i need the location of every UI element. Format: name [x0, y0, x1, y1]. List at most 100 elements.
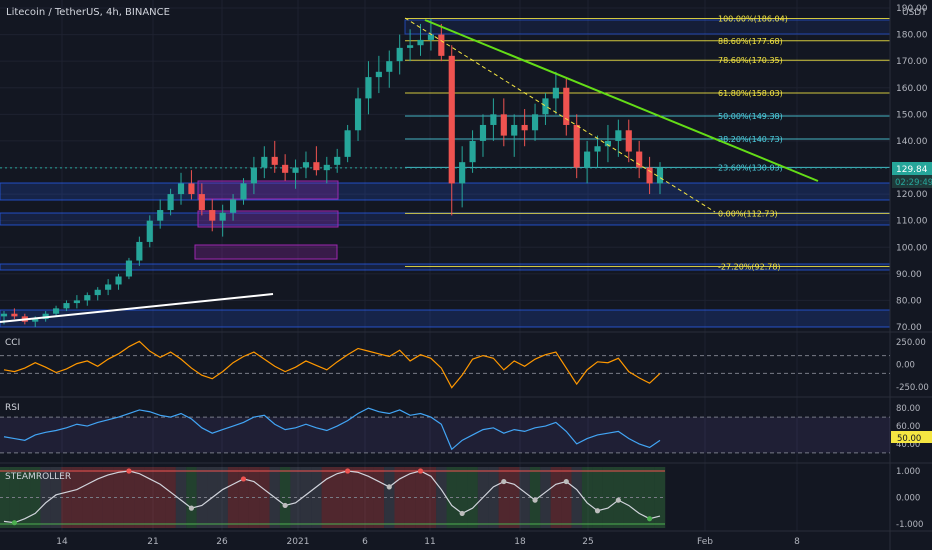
current-price: 129.84	[896, 165, 928, 175]
candle-body	[261, 156, 268, 168]
candle-body	[146, 220, 153, 242]
time-tick-label: 18	[514, 537, 526, 547]
rsi-title: RSI	[5, 403, 20, 413]
steam-tick-label: -1.000	[896, 520, 923, 530]
candle-body	[386, 61, 393, 72]
candle-body	[417, 39, 424, 46]
regime-bar	[0, 467, 10, 528]
time-tick-label: 26	[216, 537, 228, 547]
candle-body	[302, 162, 310, 168]
candle-body	[448, 55, 455, 184]
candle-body	[604, 140, 612, 147]
time-tick-label: 2021	[287, 537, 310, 547]
candle-body	[656, 167, 664, 184]
regime-bar	[144, 467, 155, 528]
time-tick-label: Feb	[697, 537, 713, 547]
fib-trend-diagonal[interactable]	[404, 17, 716, 213]
fib-level-label: 61.80%(158.03)	[718, 89, 783, 98]
osc-tick-label: 250.00	[896, 338, 926, 348]
candle-body	[646, 167, 653, 184]
regime-bar	[113, 467, 124, 528]
trend-lines[interactable]	[0, 17, 819, 323]
candle-body	[292, 167, 299, 173]
steam-pivot-dot	[240, 476, 247, 482]
steam-pivot-dot	[646, 516, 653, 522]
price-tick-label: 160.00	[896, 84, 928, 94]
zone-mid	[0, 182, 891, 201]
regime-bar	[550, 467, 562, 528]
regime-bar	[540, 467, 551, 528]
order-block-1	[197, 180, 339, 200]
regime-bar	[227, 467, 239, 528]
regime-bar	[279, 467, 291, 528]
uptrend-line[interactable]	[0, 293, 274, 323]
candle-body	[136, 241, 143, 261]
regime-bar	[40, 467, 51, 528]
steam-line	[3, 470, 661, 524]
order-block-3	[194, 244, 338, 260]
cci-pane[interactable]: 250.00 0.00 -250.00	[0, 338, 929, 393]
regime-bar	[425, 467, 437, 528]
steam-pivot-dot	[501, 478, 507, 485]
fib-level-label: 78.60%(170.35)	[718, 56, 783, 65]
price-tick-label: 150.00	[896, 110, 928, 120]
current-price-tag	[892, 162, 932, 175]
regime-bar	[581, 467, 593, 528]
countdown-tag	[892, 175, 932, 188]
steam-pivot-dot	[615, 497, 621, 503]
price-tick-label: 120.00	[896, 190, 928, 200]
time-axis[interactable]: 14 21 26 2021 6 11 18 25 Feb 8	[56, 537, 800, 547]
candle-body	[177, 183, 185, 195]
osc-line	[3, 407, 661, 451]
candle-body	[573, 124, 580, 168]
candle-body	[188, 183, 195, 195]
steam-pivot-dot	[417, 468, 424, 474]
candle-body	[490, 114, 497, 125]
price-tick-label: 170.00	[896, 57, 928, 67]
time-tick-label: 6	[362, 537, 368, 547]
time-tick-label: 21	[147, 537, 158, 547]
fib-level-label: 50.00%(149.38)	[718, 112, 783, 121]
candle-body	[94, 289, 101, 296]
steam-pivot-dot	[11, 520, 18, 526]
candle-body	[427, 34, 434, 40]
candle-body	[511, 124, 518, 136]
candle-body	[354, 98, 362, 131]
rsi-current: 50.00	[897, 434, 921, 444]
regime-bar	[394, 467, 405, 528]
cci-title: CCI	[5, 338, 20, 348]
steamroller-pane[interactable]: 1.000 0.000 -1.000	[0, 467, 923, 530]
rsi-pane[interactable]: 80.00 60.00 40.00	[0, 404, 920, 454]
candle-body	[459, 162, 466, 184]
steam-pivot-dot	[282, 502, 288, 509]
steam-pivot-dot	[345, 468, 351, 474]
regime-bar	[154, 467, 166, 528]
candle-body	[615, 130, 622, 141]
candle-body	[32, 319, 39, 322]
fib-level-label: 100.00%(186.04)	[718, 15, 788, 24]
candle-body	[407, 45, 414, 48]
candle-body	[125, 260, 133, 277]
regime-bar	[352, 467, 364, 528]
regime-bar	[30, 467, 41, 528]
fib-level-label: 38.20%(140.73)	[718, 135, 783, 144]
regime-bar	[238, 467, 249, 528]
zone-low	[0, 309, 891, 328]
osc-tick-label: 40.00	[896, 440, 920, 450]
candle-body	[230, 199, 237, 213]
downtrend-line[interactable]	[424, 19, 819, 182]
candle-body	[625, 130, 632, 152]
fib-level-label: 88.60%(177.68)	[718, 37, 783, 46]
candle-body	[0, 313, 8, 317]
candle-body	[157, 210, 164, 221]
candle-body	[240, 183, 247, 200]
fib-retracement[interactable]: 100.00%(186.04) 88.60%(177.68) 78.60%(170.…	[0, 15, 890, 272]
candlestick-series	[0, 18, 664, 327]
price-tick-label: 110.00	[896, 217, 928, 227]
regime-bar	[186, 467, 197, 528]
regime-bar	[384, 467, 395, 528]
steam-tick-label: 1.000	[896, 467, 920, 477]
